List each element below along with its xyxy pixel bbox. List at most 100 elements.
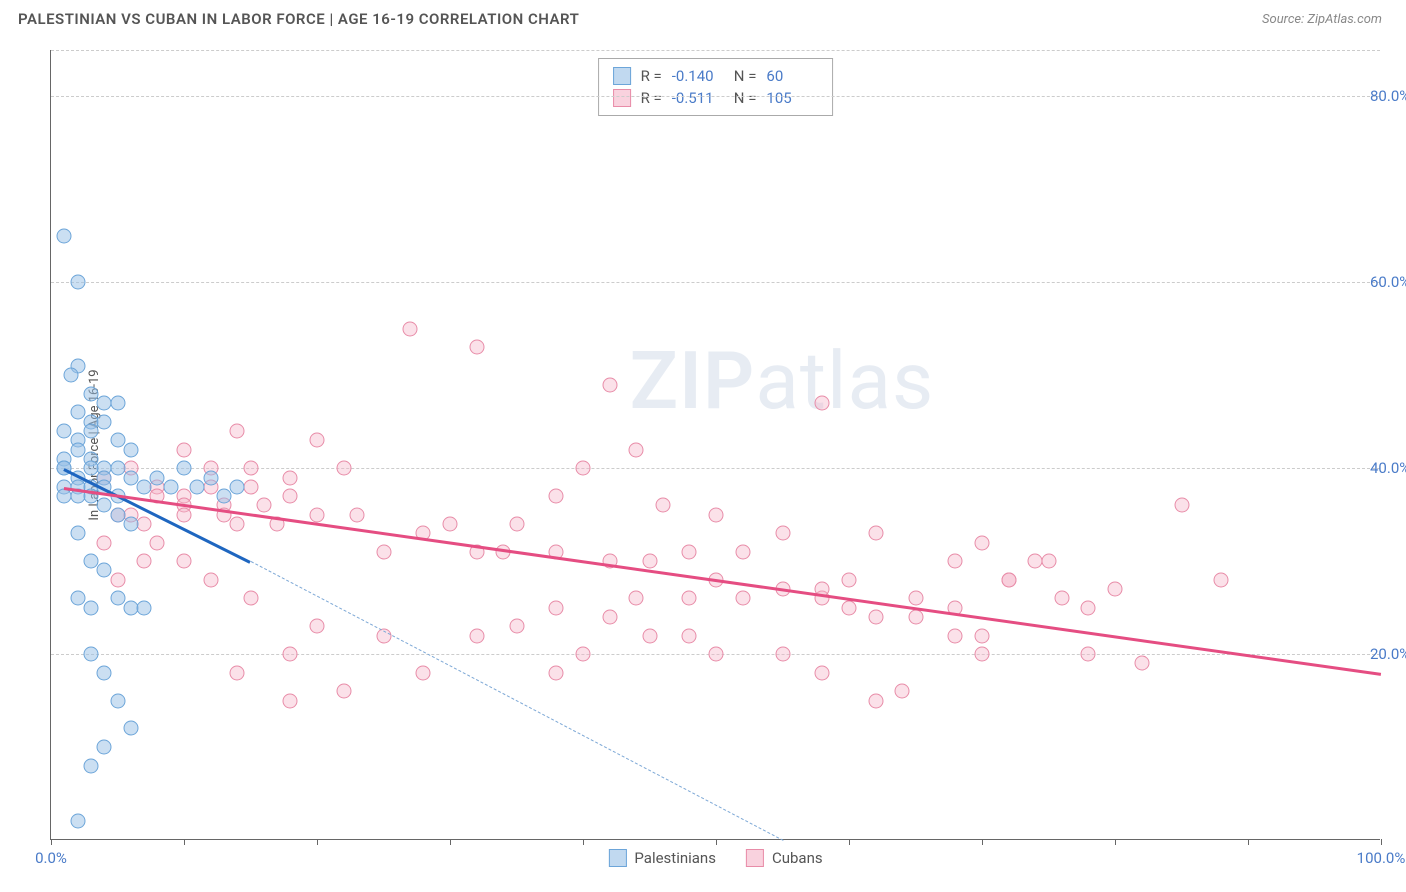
data-point-cubans	[775, 526, 790, 541]
data-point-cubans	[1081, 600, 1096, 615]
r-label: R =	[641, 67, 662, 85]
watermark: ZIPatlas	[630, 334, 935, 428]
data-point-cubans	[349, 507, 364, 522]
data-point-cubans	[177, 442, 192, 457]
data-point-palestinians	[203, 470, 218, 485]
data-point-palestinians	[110, 693, 125, 708]
x-tick	[849, 839, 850, 845]
data-point-cubans	[376, 544, 391, 559]
trendline-palestinians-extrapolated	[250, 561, 782, 841]
data-point-cubans	[815, 396, 830, 411]
data-point-cubans	[310, 619, 325, 634]
x-tick-label: 0.0%	[35, 849, 67, 867]
data-point-palestinians	[83, 424, 98, 439]
swatch-pink	[746, 849, 764, 867]
chart-title: PALESTINIAN VS CUBAN IN LABOR FORCE | AG…	[18, 10, 579, 28]
data-point-cubans	[576, 461, 591, 476]
data-point-cubans	[948, 554, 963, 569]
x-tick	[982, 839, 983, 845]
y-tick-label: 80.0%	[1370, 87, 1406, 105]
data-point-palestinians	[57, 228, 72, 243]
data-point-palestinians	[177, 461, 192, 476]
data-point-cubans	[256, 498, 271, 513]
data-point-palestinians	[70, 814, 85, 829]
data-point-palestinians	[97, 414, 112, 429]
x-tick	[1381, 839, 1382, 845]
data-point-cubans	[602, 609, 617, 624]
correlation-row: R =-0.511N =105	[613, 87, 819, 109]
data-point-cubans	[283, 489, 298, 504]
data-point-cubans	[868, 609, 883, 624]
legend-label: Cubans	[772, 849, 823, 867]
data-point-palestinians	[97, 740, 112, 755]
data-point-cubans	[975, 535, 990, 550]
x-tick	[1115, 839, 1116, 845]
series-legend: Palestinians Cubans	[608, 849, 822, 867]
data-point-cubans	[908, 591, 923, 606]
x-tick	[184, 839, 185, 845]
data-point-cubans	[1081, 647, 1096, 662]
data-point-palestinians	[83, 647, 98, 662]
data-point-palestinians	[83, 461, 98, 476]
data-point-palestinians	[110, 396, 125, 411]
data-point-palestinians	[70, 405, 85, 420]
legend-item-cubans: Cubans	[746, 849, 823, 867]
data-point-cubans	[469, 628, 484, 643]
data-point-palestinians	[97, 665, 112, 680]
data-point-cubans	[868, 526, 883, 541]
data-point-cubans	[137, 517, 152, 532]
data-point-palestinians	[83, 386, 98, 401]
data-point-cubans	[416, 665, 431, 680]
data-point-palestinians	[123, 470, 138, 485]
r-label: R =	[641, 89, 662, 107]
data-point-cubans	[1054, 591, 1069, 606]
data-point-cubans	[230, 517, 245, 532]
data-point-palestinians	[63, 368, 78, 383]
data-point-cubans	[868, 693, 883, 708]
legend-label: Palestinians	[634, 849, 716, 867]
data-point-cubans	[137, 554, 152, 569]
data-point-cubans	[177, 554, 192, 569]
data-point-cubans	[775, 647, 790, 662]
data-point-palestinians	[70, 526, 85, 541]
data-point-cubans	[283, 470, 298, 485]
data-point-cubans	[469, 340, 484, 355]
data-point-cubans	[642, 628, 657, 643]
data-point-palestinians	[97, 498, 112, 513]
data-point-cubans	[709, 647, 724, 662]
data-point-palestinians	[123, 721, 138, 736]
x-tick	[450, 839, 451, 845]
data-point-cubans	[629, 591, 644, 606]
data-point-palestinians	[123, 442, 138, 457]
swatch-blue	[613, 67, 631, 85]
data-point-cubans	[1001, 572, 1016, 587]
data-point-cubans	[895, 684, 910, 699]
data-point-cubans	[735, 591, 750, 606]
gridline	[51, 50, 1380, 51]
n-label: N =	[734, 67, 757, 85]
data-point-cubans	[815, 665, 830, 680]
scatter-chart: In Labor Force | Age 16-19 ZIPatlas R =-…	[50, 50, 1380, 840]
data-point-palestinians	[70, 591, 85, 606]
data-point-cubans	[655, 498, 670, 513]
y-tick-label: 60.0%	[1370, 273, 1406, 291]
data-point-cubans	[549, 600, 564, 615]
data-point-palestinians	[110, 591, 125, 606]
data-point-cubans	[230, 424, 245, 439]
data-point-cubans	[908, 609, 923, 624]
r-value: -0.140	[672, 67, 724, 85]
data-point-cubans	[110, 572, 125, 587]
data-point-cubans	[576, 647, 591, 662]
swatch-pink	[613, 89, 631, 107]
data-point-palestinians	[230, 479, 245, 494]
data-point-cubans	[735, 544, 750, 559]
gridline	[51, 96, 1380, 97]
data-point-cubans	[243, 591, 258, 606]
data-point-palestinians	[70, 275, 85, 290]
data-point-cubans	[1108, 582, 1123, 597]
swatch-blue	[608, 849, 626, 867]
data-point-palestinians	[83, 758, 98, 773]
data-point-cubans	[336, 684, 351, 699]
gridline	[51, 282, 1380, 283]
data-point-palestinians	[137, 479, 152, 494]
